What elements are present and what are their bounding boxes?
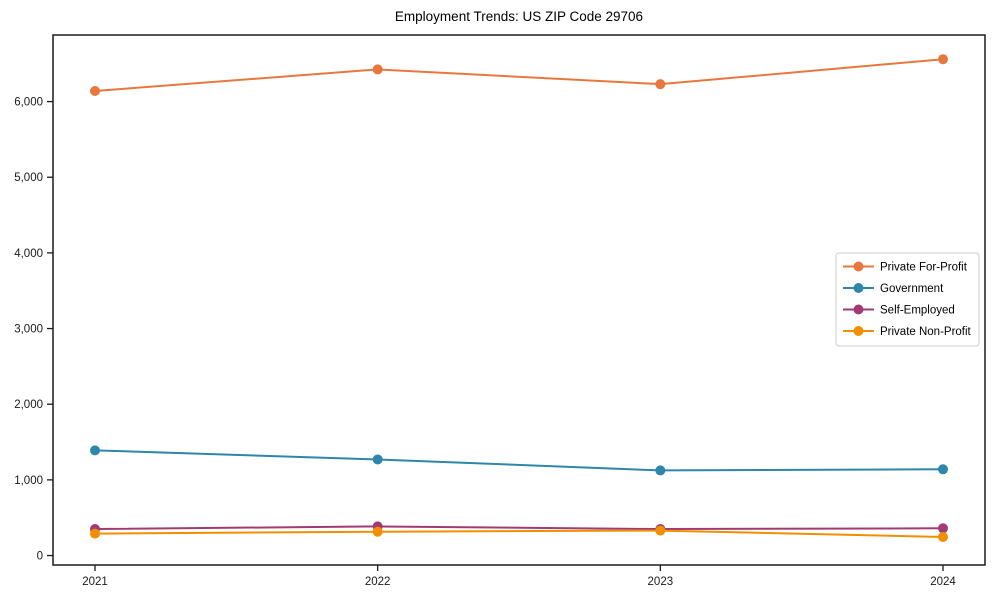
data-point-private-non-profit-2023 [655, 525, 666, 536]
series-line-private-for-profit [94, 58, 944, 92]
y-axis-tick-label: 5,000 [14, 172, 43, 184]
legend-item-government: Government [843, 283, 944, 295]
y-axis-tick-label: 2,000 [14, 399, 43, 411]
y-axis-tick-label: 6,000 [14, 97, 43, 109]
legend-box [835, 252, 980, 347]
data-point-government-2023 [655, 465, 666, 476]
series-line-government [94, 449, 944, 472]
legend-item-private-non-profit: Private Non-Profit [843, 326, 972, 338]
legend-label: Government [880, 283, 944, 295]
x-axis-tick-label: 2023 [648, 576, 674, 588]
legend-label: Self-Employed [880, 305, 955, 317]
legend-label: Private Non-Profit [880, 326, 972, 338]
legend-marker-sample [853, 283, 864, 293]
data-point-government-2024 [938, 464, 948, 475]
legend-item-self-employed: Self-Employed [843, 304, 955, 317]
series-line-private-non-profit [94, 529, 944, 539]
data-point-private-non-profit-2021 [90, 528, 100, 539]
legend-marker-sample [853, 326, 864, 336]
legend-label: Private For-Profit [880, 262, 968, 274]
y-axis-tick-label: 1,000 [14, 475, 43, 487]
data-point-private-for-profit-2023 [655, 79, 666, 90]
legend: Private For-Profit Government Self-Employe… [835, 252, 980, 347]
x-axis-tick-label: 2021 [82, 576, 108, 588]
legend-marker-sample [853, 304, 864, 315]
data-point-private-for-profit-2021 [90, 85, 100, 96]
x-axis-tick-label: 2024 [930, 576, 956, 588]
data-point-private-non-profit-2024 [938, 532, 948, 543]
data-point-self-employed-2024 [938, 523, 948, 534]
series-line-self-employed [94, 525, 944, 531]
y-axis-tick-label: 3,000 [14, 324, 43, 336]
chart-title: Employment Trends: US ZIP Code 29706 [394, 9, 644, 24]
data-point-government-2022 [372, 454, 383, 465]
x-axis-tick-label: 2022 [365, 576, 391, 588]
data-point-private-for-profit-2022 [372, 64, 383, 75]
data-point-government-2021 [90, 445, 100, 456]
data-point-private-non-profit-2022 [372, 526, 383, 537]
y-axis-tick-label: 4,000 [14, 248, 43, 260]
data-point-private-for-profit-2024 [938, 54, 948, 65]
legend-item-private-for-profit: Private For-Profit [843, 261, 968, 274]
plot-frame [52, 34, 986, 566]
y-axis-tick-label: 0 [37, 551, 43, 563]
legend-marker-sample [853, 261, 864, 272]
